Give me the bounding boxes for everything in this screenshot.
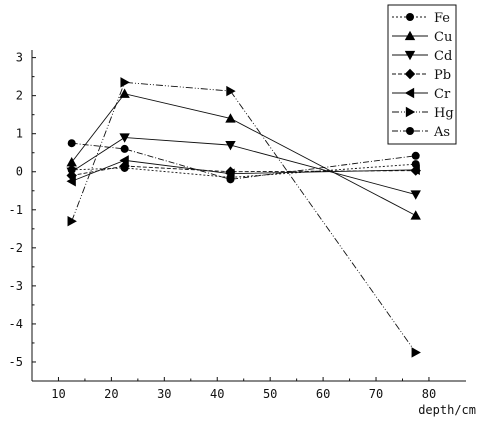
legend-marker-fe — [406, 13, 414, 21]
series-line-as — [71, 142, 416, 180]
data-point-cr — [119, 155, 129, 166]
data-point-pb — [66, 170, 77, 181]
legend-label-pb: Pb — [434, 68, 451, 83]
x-tick-label: 20 — [104, 387, 118, 401]
legend-marker-cu — [404, 30, 416, 41]
data-point-hg — [120, 77, 130, 88]
series-line-cd — [71, 137, 416, 196]
legend-marker-as — [406, 127, 414, 135]
data-point-cd — [225, 140, 236, 151]
series-line-cu — [71, 93, 416, 216]
data-point-cd — [410, 190, 421, 200]
y-tick-label: -2 — [9, 241, 23, 255]
data-point-hg — [411, 347, 421, 358]
y-tick-label: 0 — [16, 165, 23, 179]
data-point-cu — [66, 157, 77, 167]
x-tick-label: 70 — [369, 387, 383, 401]
legend-box — [387, 4, 457, 145]
y-tick-label: -4 — [9, 317, 23, 331]
data-point-cr — [410, 164, 420, 176]
data-point-as — [67, 139, 76, 148]
legend-label-as: As — [433, 125, 450, 140]
legend-marker-cd — [404, 50, 416, 61]
x-tick-label: 10 — [51, 387, 65, 401]
series-lines — [71, 81, 417, 353]
data-point-hg — [226, 85, 236, 97]
data-point-as — [120, 144, 129, 153]
x-tick-label: 30 — [157, 387, 171, 401]
legend-label-hg: Hg — [434, 106, 454, 121]
legend-label-cd: Cd — [434, 49, 452, 64]
legend-label-cu: Cu — [434, 30, 452, 45]
legend-label-cr: Cr — [434, 87, 451, 102]
x-tick-label: 50 — [263, 387, 277, 401]
y-tick-label: -5 — [9, 355, 23, 369]
series-markers — [66, 77, 421, 358]
x-tick-label: 60 — [316, 387, 330, 401]
data-point-cu — [225, 113, 236, 123]
legend-marker-hg — [405, 106, 416, 118]
data-point-cr — [66, 176, 76, 187]
y-tick-label: -3 — [9, 279, 23, 293]
legend-marker-cr — [404, 87, 415, 99]
data-point-as — [411, 151, 420, 160]
series-line-cr — [71, 159, 416, 182]
y-tick-label: 2 — [16, 89, 23, 103]
data-point-cu — [119, 88, 130, 98]
y-tick-label: 1 — [16, 127, 23, 141]
data-point-as — [226, 175, 235, 184]
x-tick-label: 80 — [422, 387, 436, 401]
legend-marker-pb — [404, 68, 416, 80]
legend: Fe Cu Cd Pb Cr Hg As — [387, 4, 457, 145]
data-point-cd — [119, 133, 130, 143]
y-tick-label: -1 — [9, 203, 23, 217]
legend-label-fe: Fe — [434, 11, 450, 26]
data-point-hg — [67, 216, 77, 227]
x-axis-label: depth/cm — [418, 403, 476, 417]
y-tick-label: 3 — [16, 51, 23, 65]
x-tick-label: 40 — [210, 387, 224, 401]
data-point-cu — [410, 210, 421, 220]
series-line-hg — [71, 81, 417, 353]
